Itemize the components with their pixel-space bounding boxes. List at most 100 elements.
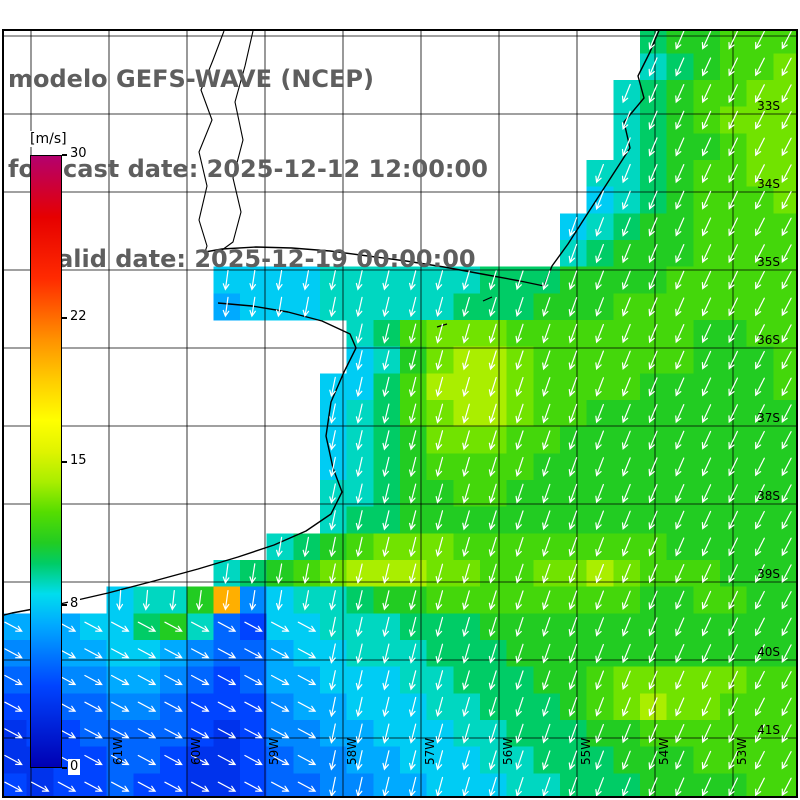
wind-arrow: [271, 648, 290, 659]
wind-arrow: [621, 430, 631, 450]
wind-arrow: [191, 621, 210, 632]
wind-arrow: [249, 270, 256, 291]
wind-arrow: [621, 350, 631, 370]
latitude-label: 39S: [757, 567, 780, 581]
wind-arrow: [515, 350, 524, 371]
wind-arrows: [4, 30, 792, 797]
colorbar-tick-label: 15: [68, 452, 89, 469]
wind-arrow: [781, 351, 792, 370]
wind-arrow: [595, 697, 604, 717]
river-path: [221, 30, 254, 251]
wind-speed-cell: [773, 586, 797, 614]
wind-speed-cell: [773, 613, 797, 641]
wind-arrow: [488, 403, 497, 424]
wind-arrow: [568, 430, 578, 451]
wind-arrow: [329, 643, 336, 664]
wind-arrow: [542, 323, 551, 344]
wind-arrow: [164, 728, 183, 739]
wind-arrow: [515, 617, 524, 637]
wind-arrow: [355, 270, 363, 291]
wind-arrow: [217, 728, 237, 739]
wind-arrow: [621, 777, 631, 797]
wind-arrow: [648, 510, 658, 531]
wind-arrow: [217, 754, 237, 766]
wind-arrow: [542, 403, 551, 424]
wind-arrow: [595, 217, 604, 237]
wind-arrow: [755, 430, 765, 450]
wind-arrow: [675, 270, 685, 290]
wind-arrow: [515, 297, 524, 317]
wind-arrow: [755, 164, 765, 183]
wind-arrow: [542, 483, 551, 504]
wind-arrow: [621, 83, 631, 104]
wind-speed-cell: [773, 53, 797, 81]
wind-arrow: [276, 563, 283, 584]
wind-arrow: [675, 324, 685, 344]
wind-arrow: [542, 750, 551, 771]
longitude-label: 53W: [735, 738, 749, 765]
wind-arrow: [621, 217, 631, 237]
wind-arrow: [435, 430, 444, 451]
wind-arrow: [329, 563, 336, 584]
wind-arrow: [435, 696, 444, 718]
wind-arrow: [409, 483, 417, 504]
wind-arrow: [728, 244, 738, 264]
wind-arrow: [568, 217, 578, 237]
wind-arrow: [302, 536, 310, 558]
wind-arrow: [382, 323, 390, 344]
wind-arrow: [648, 697, 658, 717]
wind-arrow: [701, 537, 712, 557]
wind-arrow: [755, 377, 765, 397]
wind-arrow: [648, 324, 658, 344]
latitude-label: 33S: [757, 99, 780, 113]
wind-arrow: [355, 350, 363, 371]
wind-arrow: [675, 244, 685, 264]
wind-arrow: [728, 484, 738, 504]
wind-arrow: [675, 164, 685, 184]
wind-arrow: [621, 457, 631, 477]
wind-arrow: [648, 244, 658, 264]
wind-arrow: [217, 674, 237, 686]
wind-arrow: [462, 617, 470, 638]
wind-arrow: [675, 430, 685, 450]
wind-arrow: [701, 350, 712, 370]
wind-arrow: [297, 648, 317, 659]
wind-arrow: [488, 670, 497, 691]
wind-arrow: [755, 217, 765, 237]
colorbar-tick-label: 30: [68, 146, 89, 162]
wind-speed-cell: [773, 693, 797, 721]
wind-arrow: [542, 457, 551, 477]
colorbar-tick-label: 22: [68, 309, 89, 326]
wind-arrow: [297, 674, 317, 686]
wind-arrow: [728, 590, 738, 610]
wind-arrow: [462, 643, 470, 664]
wind-arrow: [648, 670, 658, 691]
wind-arrow: [542, 430, 551, 451]
wind-speed-cell: [773, 533, 797, 561]
wind-arrow: [297, 728, 317, 739]
wind-arrow: [568, 750, 578, 771]
wind-arrow: [84, 621, 103, 632]
wind-arrow: [701, 724, 712, 744]
wind-arrow: [355, 403, 363, 424]
wind-arrow: [435, 270, 444, 291]
wind-arrow: [755, 510, 765, 530]
wind-arrow: [488, 697, 497, 717]
wind-arrow: [355, 456, 363, 478]
wind-arrow: [675, 377, 685, 397]
wind-arrow: [297, 701, 317, 712]
wind-arrow: [515, 430, 524, 451]
wind-arrow: [568, 537, 578, 557]
wind-arrow: [111, 674, 130, 686]
wind-arrow: [488, 323, 497, 344]
wind-arrow: [217, 781, 237, 792]
wind-arrow: [409, 350, 417, 371]
wind-arrow: [488, 270, 497, 291]
wind-arrow: [701, 30, 712, 50]
wind-arrow: [217, 701, 237, 712]
wind-arrow: [244, 754, 263, 766]
wind-arrow: [781, 724, 792, 743]
wind-arrow: [621, 377, 631, 397]
wind-arrow: [542, 697, 551, 717]
